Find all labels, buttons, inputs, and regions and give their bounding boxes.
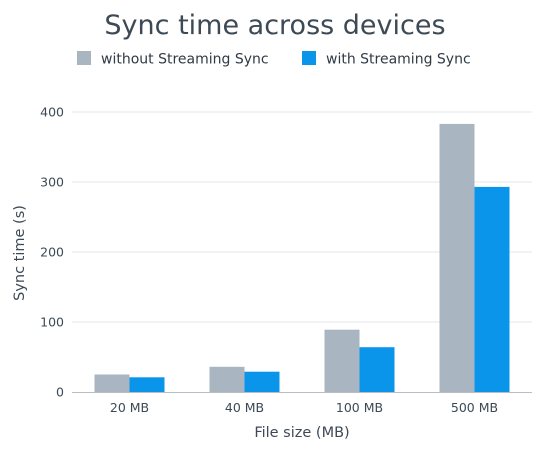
bar-with-streaming-sync-20-mb: [129, 377, 165, 392]
bar-with-streaming-sync-40-mb: [244, 371, 280, 392]
bar-without-streaming-sync-20-mb: [94, 374, 130, 392]
bar-without-streaming-sync-100-mb: [324, 329, 360, 392]
y-tick-label: 0: [56, 385, 64, 400]
x-tick-label: 20 MB: [110, 400, 149, 415]
x-tick-label: 40 MB: [225, 400, 264, 415]
x-axis-ticks: 20 MB 40 MB 100 MB 500 MB: [110, 400, 498, 415]
legend-swatch-without-streaming-sync: [77, 51, 91, 65]
legend-label-without-streaming-sync: without Streaming Sync: [101, 52, 269, 68]
legend: without Streaming Sync with Streaming Sy…: [77, 51, 471, 68]
bar-with-streaming-sync-500-mb: [474, 186, 510, 392]
bars: [94, 123, 510, 393]
legend-swatch-with-streaming-sync: [302, 51, 316, 65]
y-tick-label: 400: [40, 105, 64, 120]
y-tick-label: 300: [40, 175, 64, 190]
x-tick-label: 500 MB: [451, 400, 498, 415]
bar-without-streaming-sync-40-mb: [209, 366, 245, 392]
legend-label-with-streaming-sync: with Streaming Sync: [326, 52, 471, 68]
bar-with-streaming-sync-100-mb: [359, 347, 395, 392]
y-tick-label: 200: [40, 245, 64, 260]
bar-without-streaming-sync-500-mb: [439, 123, 475, 393]
y-axis-ticks: 0 100 200 300 400: [40, 105, 64, 400]
x-axis-title: File size (MB): [254, 425, 349, 441]
y-tick-label: 100: [40, 315, 64, 330]
x-tick-label: 100 MB: [336, 400, 383, 415]
chart-title: Sync time across devices: [104, 10, 445, 41]
y-axis-title: Sync time (s): [12, 205, 28, 301]
